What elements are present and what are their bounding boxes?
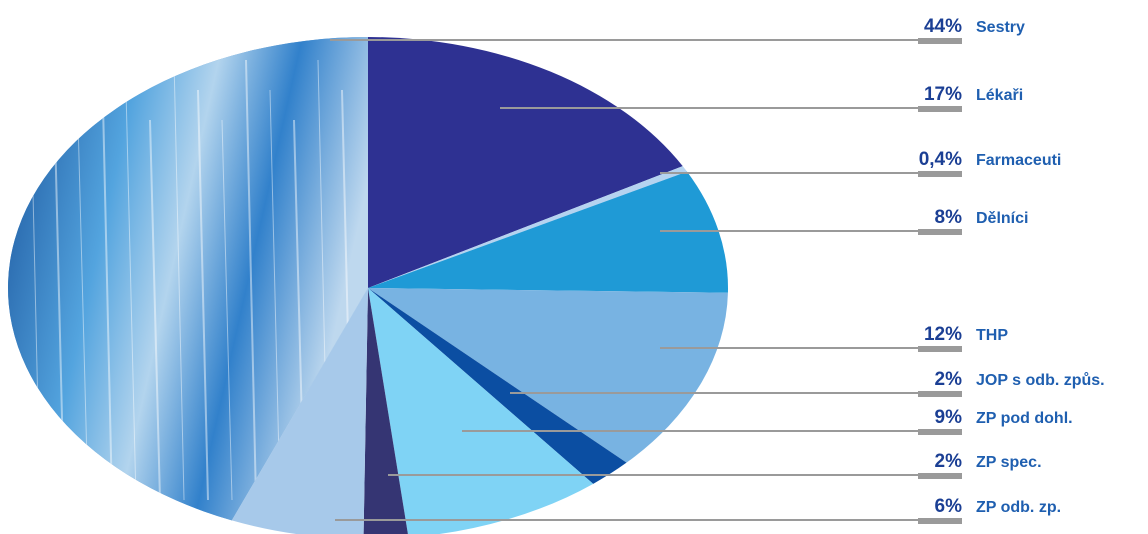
label-bar <box>918 429 962 435</box>
value-label: 2% <box>935 369 963 390</box>
photo-streak <box>245 59 257 501</box>
pie-slice <box>368 288 728 463</box>
pie-slice <box>231 288 368 534</box>
label-bar <box>918 391 962 397</box>
photo-streak <box>173 59 185 501</box>
pie-slice <box>368 37 683 288</box>
legend-label: JOP s odb. způs. <box>976 372 1105 389</box>
value-label: 8% <box>935 207 963 228</box>
legend-label: ZP odb. zp. <box>976 499 1061 516</box>
value-label: 9% <box>935 407 963 428</box>
legend-label: ZP spec. <box>976 454 1042 471</box>
label-bar <box>918 473 962 479</box>
photo-streak <box>101 59 113 501</box>
legend-label: ZP pod dohl. <box>976 410 1073 427</box>
value-label: 17% <box>924 84 962 105</box>
pie-slice <box>368 288 594 534</box>
pie-slice <box>368 166 688 288</box>
label-bar <box>918 38 962 44</box>
photo-streak <box>125 89 137 501</box>
label-bar <box>918 171 962 177</box>
value-label: 2% <box>935 451 963 472</box>
photo-streak <box>269 89 281 501</box>
legend-label: Lékaři <box>976 87 1023 104</box>
photo-streak <box>149 119 161 501</box>
legend-label: Sestry <box>976 19 1025 36</box>
value-label: 6% <box>935 496 963 517</box>
pie-slice <box>368 171 728 293</box>
pie-slice <box>363 288 408 534</box>
photo-streak <box>197 89 209 501</box>
label-bar <box>918 518 962 524</box>
value-label: 44% <box>924 16 962 37</box>
label-bar <box>918 106 962 112</box>
label-bar <box>918 229 962 235</box>
slice-photo-texture <box>7 37 368 521</box>
pie <box>7 37 728 534</box>
photo-streak <box>221 119 233 501</box>
labels: 44% Sestry 17% Lékaři 0,4% Farmaceuti 8% Dělníc… <box>330 16 1105 524</box>
legend-label: THP <box>976 327 1008 344</box>
label-bar <box>918 346 962 352</box>
legend-label: Dělníci <box>976 210 1028 227</box>
pie-slice <box>368 288 627 484</box>
value-label: 12% <box>924 324 962 345</box>
value-label: 0,4% <box>919 149 962 170</box>
photo-streak <box>77 119 89 501</box>
legend-label: Farmaceuti <box>976 152 1061 169</box>
